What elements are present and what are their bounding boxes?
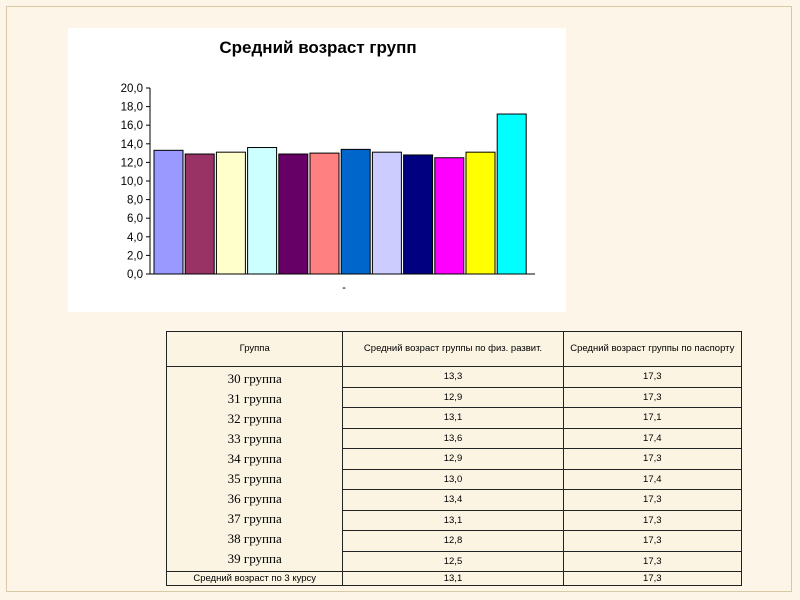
bar: [184, 153, 215, 275]
bar: [247, 147, 278, 275]
table-header-row: Группа Средний возраст группы по физ. ра…: [165, 331, 743, 367]
passport-age-cell: 17,3: [562, 366, 743, 388]
slide-frame: [6, 6, 792, 592]
y-tick-label: 0,0: [127, 269, 143, 281]
table-row: 12,9 17,3: [167, 448, 743, 470]
bar-chart: Средний возраст групп 0,0 2,0 4,0 6,0 8,0 10,…: [121, 38, 535, 294]
y-tick-label: 4,0: [127, 232, 143, 244]
bar: [371, 151, 402, 275]
phys-age-cell: 12,5: [342, 550, 564, 572]
group-name: 36 группа: [227, 491, 282, 506]
y-tick-label: 16,0: [121, 120, 143, 132]
group-name: 32 группа: [227, 411, 282, 426]
group-name: 31 группа: [227, 391, 282, 406]
phys-age-cell: 13,3: [342, 366, 564, 388]
table-footer-row: Средний возраст по 3 курсу 13,1 17,3: [165, 571, 743, 586]
bar: [309, 152, 340, 275]
data-table: Группа Средний возраст группы по физ. ра…: [165, 331, 743, 586]
x-axis-label: -: [342, 282, 346, 294]
group-name: 37 группа: [227, 511, 282, 526]
y-tick-label: 8,0: [127, 195, 143, 207]
y-tick-label: 6,0: [127, 213, 143, 225]
phys-age-cell: 13,1: [342, 509, 564, 531]
group-name: 38 группа: [227, 531, 282, 546]
group-name: 34 группа: [227, 451, 282, 466]
y-tick-label: 12,0: [121, 157, 143, 169]
group-name: 33 группа: [227, 431, 282, 446]
chart-panel: Средний возраст групп 0,0 2,0 4,0 6,0 8,0 10,…: [68, 28, 566, 312]
table-row: 12,9 17,3: [167, 386, 743, 408]
y-axis-ticks: 0,0 2,0 4,0 6,0 8,0 10,0 12,0 14,0 16,0 18,0 20,0: [121, 83, 150, 281]
passport-age-cell: 17,3: [562, 550, 743, 572]
footer-label: Средний возраст по 3 курсу: [165, 571, 344, 586]
footer-passport-age: 17,3: [562, 571, 743, 586]
footer-phys-age: 13,1: [342, 571, 564, 586]
bar: [403, 154, 434, 275]
bar: [153, 149, 184, 275]
table-row: 13,6 17,4: [167, 427, 743, 449]
y-tick-label: 20,0: [121, 83, 143, 95]
passport-age-cell: 17,3: [562, 530, 743, 552]
passport-age-cell: 17,1: [562, 407, 743, 429]
phys-age-cell: 12,8: [342, 530, 564, 552]
chart-title: Средний возраст групп: [219, 38, 416, 57]
phys-age-cell: 13,1: [342, 407, 564, 429]
group-name: 39 группа: [227, 551, 282, 566]
y-tick-label: 18,0: [121, 102, 143, 114]
group-name: 30 группа: [227, 371, 282, 386]
table-row: 30 группа 31 группа 32 группа 33 группа …: [165, 366, 743, 572]
passport-age-cell: 17,3: [562, 509, 743, 531]
group-names-cell: 30 группа 31 группа 32 группа 33 группа …: [165, 366, 344, 572]
bar: [434, 157, 465, 275]
table-row: 13,4 17,3: [167, 489, 743, 511]
table-row: 12,8 17,3: [167, 530, 743, 552]
phys-age-cell: 13,0: [342, 468, 564, 490]
header-phys-age: Средний возраст группы по физ. развит.: [342, 331, 564, 367]
bar: [496, 113, 527, 275]
table-row: 12,5 17,3: [167, 550, 743, 572]
y-tick-label: 14,0: [121, 139, 143, 151]
passport-age-cell: 17,4: [562, 427, 743, 449]
table-row: 13,0 17,4: [167, 468, 743, 490]
passport-age-cell: 17,3: [562, 448, 743, 470]
passport-age-cell: 17,4: [562, 468, 743, 490]
header-passport-age: Средний возраст группы по паспорту: [562, 331, 743, 367]
phys-age-cell: 12,9: [342, 448, 564, 470]
phys-age-cell: 13,4: [342, 489, 564, 511]
passport-age-cell: 17,3: [562, 386, 743, 408]
passport-age-cell: 17,3: [562, 489, 743, 511]
y-tick-label: 10,0: [121, 176, 143, 188]
y-tick-label: 2,0: [127, 250, 143, 262]
phys-age-cell: 13,6: [342, 427, 564, 449]
phys-age-cell: 12,9: [342, 386, 564, 408]
bar: [215, 151, 246, 275]
group-name: 35 группа: [227, 471, 282, 486]
header-group: Группа: [165, 331, 344, 367]
table-row: 13,1 17,3: [167, 509, 743, 531]
bar-series: [153, 113, 527, 275]
bar: [340, 148, 371, 275]
bar: [278, 153, 309, 275]
bar: [465, 151, 496, 275]
